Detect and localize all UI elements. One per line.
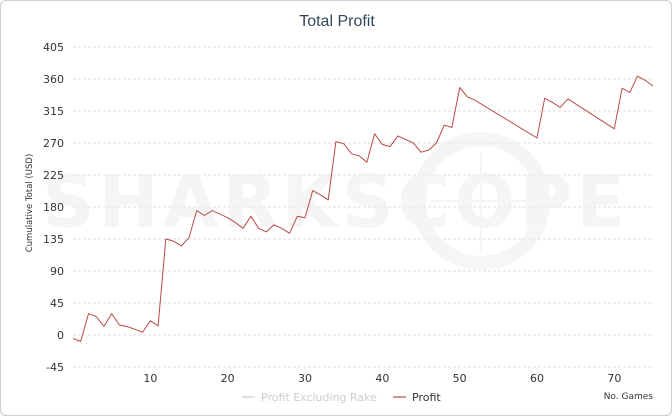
x-tick-label: 30 (298, 372, 312, 385)
legend-label-profit: Profit (412, 391, 441, 404)
legend: Profit Excluding Rake Profit (242, 391, 441, 404)
y-tick-label: 360 (43, 73, 64, 86)
watermark-scope-ring (412, 132, 550, 270)
y-tick-label: 225 (43, 169, 64, 182)
legend-item-profit[interactable]: Profit (393, 391, 441, 404)
y-tick-label: 180 (43, 201, 64, 214)
y-tick-label: 405 (43, 41, 64, 54)
legend-item-profit-excluding-rake[interactable]: Profit Excluding Rake (242, 391, 377, 404)
y-tick-label: 135 (43, 233, 64, 246)
x-axis-ticks: 10 20 30 40 50 60 70 (143, 372, 621, 385)
y-tick-label: 315 (43, 105, 64, 118)
profit-line (72, 75, 654, 342)
gridlines (73, 46, 653, 368)
y-tick-label: 90 (50, 265, 64, 278)
x-tick-label: 10 (143, 372, 157, 385)
y-tick-label: 45 (50, 297, 64, 310)
y-tick-label: -45 (46, 361, 64, 374)
y-tick-label: 0 (57, 329, 64, 342)
x-tick-label: 40 (375, 372, 389, 385)
y-tick-label: 270 (43, 137, 64, 150)
x-axis-label: No. Games (604, 392, 654, 402)
y-axis-label: Cumulative Total (USD) (25, 154, 35, 253)
x-tick-label: 60 (530, 372, 544, 385)
x-tick-label: 70 (607, 372, 621, 385)
y-axis-ticks: -45 0 45 90 135 180 225 270 315 360 405 (43, 41, 64, 374)
series-group (72, 75, 654, 342)
legend-label-profit-excluding-rake: Profit Excluding Rake (261, 391, 377, 404)
x-tick-label: 20 (221, 372, 235, 385)
x-tick-label: 50 (453, 372, 467, 385)
chart-title: Total Profit (299, 13, 375, 30)
watermark: SHARKSCOPE (43, 132, 625, 270)
